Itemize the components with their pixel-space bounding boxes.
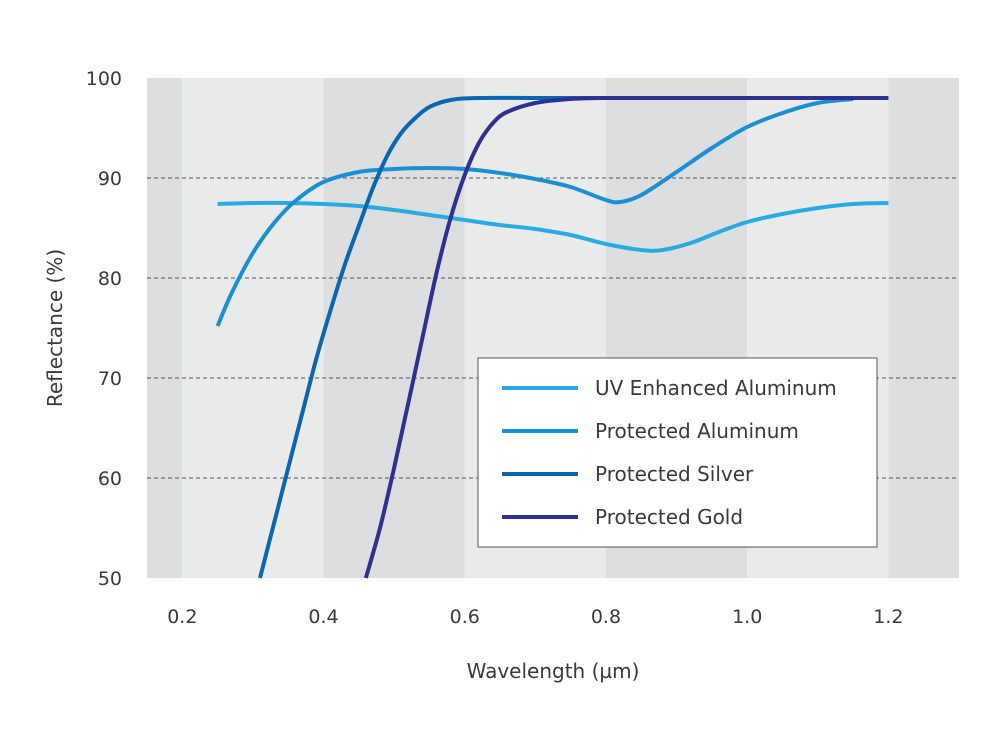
y-tick-label: 70 <box>98 368 122 390</box>
legend-label: Protected Gold <box>595 505 743 529</box>
background-band <box>323 78 465 578</box>
y-tick-label: 80 <box>98 268 122 290</box>
y-tick-label: 100 <box>86 68 122 90</box>
series-line-0 <box>217 200 889 253</box>
x-tick-label: 1.0 <box>732 606 762 628</box>
x-axis-title: Wavelength (µm) <box>467 659 640 683</box>
y-axis-ticks: 50 60 70 80 90 100 <box>86 68 122 590</box>
series-line-1 <box>215 97 854 327</box>
x-tick-label: 0.6 <box>450 606 480 628</box>
legend-label: Protected Silver <box>595 462 754 486</box>
y-axis-title: Reflectance (%) <box>43 249 67 407</box>
legend-label: Protected Aluminum <box>595 419 799 443</box>
x-tick-label: 0.8 <box>591 606 621 628</box>
legend-label: UV Enhanced Aluminum <box>595 376 837 400</box>
background-band <box>147 78 183 578</box>
series-layer <box>215 95 889 579</box>
y-tick-label: 90 <box>98 168 122 190</box>
x-axis-ticks: 0.2 0.4 0.6 0.8 1.0 1.2 <box>167 606 903 628</box>
y-tick-label: 50 <box>98 568 122 590</box>
series-line-3 <box>363 95 889 579</box>
legend: UV Enhanced Aluminum Protected Aluminum Pr… <box>477 357 878 548</box>
x-tick-label: 1.2 <box>873 606 903 628</box>
background-band <box>888 78 959 578</box>
background-band <box>182 78 324 578</box>
x-tick-label: 0.4 <box>308 606 338 628</box>
x-tick-label: 0.2 <box>167 606 197 628</box>
y-tick-label: 60 <box>98 468 122 490</box>
